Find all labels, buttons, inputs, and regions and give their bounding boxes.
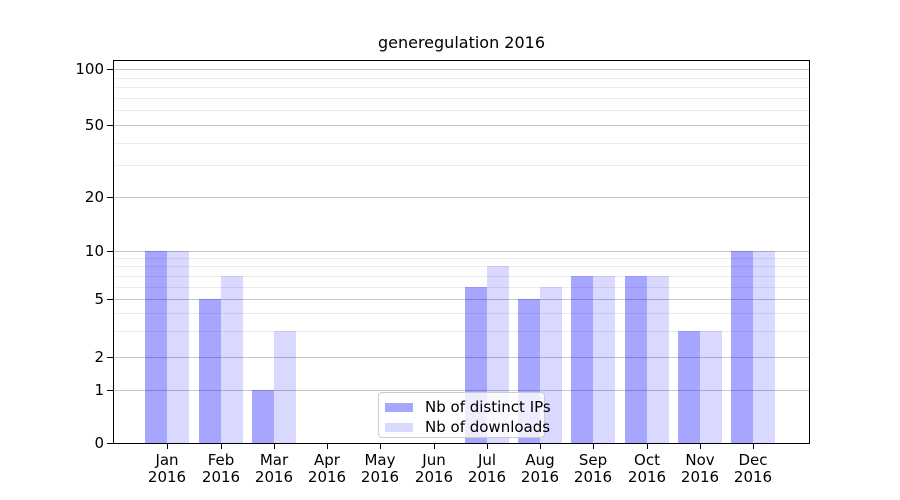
- x-tick-mark-jun: [434, 444, 435, 449]
- bar-nb-of-downloads-oct: [647, 276, 669, 443]
- y-tick-mark-20: [107, 197, 113, 198]
- legend-item-downloads: Nb of downloads: [385, 417, 550, 437]
- gridline-minor-6: [114, 287, 809, 288]
- y-tick-mark-10: [107, 251, 113, 252]
- gridline-minor-9: [114, 258, 809, 259]
- gridline-major-1: [114, 390, 809, 391]
- gridline-minor-8: [114, 266, 809, 267]
- bar-nb-of-downloads-aug: [540, 287, 562, 443]
- x-tick-mark-jan: [167, 444, 168, 449]
- gridline-minor-90: [114, 78, 809, 79]
- bar-nb-of-distinct-ips-feb: [199, 299, 221, 443]
- bar-nb-of-distinct-ips-dec: [731, 251, 753, 443]
- y-tick-mark-0: [107, 443, 113, 444]
- y-tick-label-5: 5: [94, 290, 104, 309]
- bar-nb-of-downloads-mar: [274, 331, 296, 443]
- bar-nb-of-downloads-sep: [593, 276, 615, 443]
- x-tick-mark-nov: [700, 444, 701, 449]
- y-tick-label-100: 100: [75, 60, 104, 79]
- x-tick-label-jul: Jul 2016: [467, 451, 507, 486]
- x-tick-mark-aug: [540, 444, 541, 449]
- bar-nb-of-distinct-ips-mar: [252, 390, 274, 443]
- y-tick-label-1: 1: [94, 381, 104, 399]
- gridline-minor-40: [114, 143, 809, 144]
- x-tick-mark-apr: [327, 444, 328, 449]
- y-tick-mark-1: [107, 390, 113, 391]
- gridline-major-100: [114, 69, 809, 70]
- x-tick-label-jun: Jun 2016: [414, 451, 454, 486]
- y-tick-label-20: 20: [84, 188, 104, 206]
- gridline-minor-30: [114, 165, 809, 166]
- y-tick-mark-5: [107, 299, 113, 300]
- x-tick-label-apr: Apr 2016: [307, 451, 347, 486]
- bar-nb-of-distinct-ips-nov: [678, 331, 700, 443]
- legend: Nb of distinct IPs Nb of downloads: [378, 392, 551, 438]
- gridline-major-20: [114, 197, 809, 198]
- chart-title: generegulation 2016: [377, 33, 546, 52]
- legend-swatch-downloads: [385, 422, 413, 432]
- legend-swatch-distinct-ips: [385, 402, 413, 412]
- gridline-major-50: [114, 125, 809, 126]
- gridline-minor-80: [114, 87, 809, 88]
- legend-label-downloads: Nb of downloads: [425, 418, 551, 436]
- gridline-major-5: [114, 299, 809, 300]
- gridline-minor-3: [114, 331, 809, 332]
- y-tick-label-10: 10: [84, 241, 104, 260]
- x-tick-label-may: May 2016: [360, 451, 400, 486]
- bar-nb-of-downloads-dec: [753, 251, 775, 443]
- x-tick-label-nov: Nov 2016: [680, 451, 720, 486]
- bar-nb-of-downloads-nov: [700, 331, 722, 443]
- x-tick-label-sep: Sep 2016: [573, 451, 613, 486]
- x-tick-label-aug: Aug 2016: [520, 451, 560, 486]
- x-tick-mark-mar: [274, 444, 275, 449]
- x-tick-label-jan: Jan 2016: [147, 451, 187, 486]
- y-tick-label-2: 2: [94, 347, 104, 366]
- legend-item-distinct-ips: Nb of distinct IPs: [385, 397, 551, 417]
- gridline-minor-60: [114, 110, 809, 111]
- x-tick-mark-sep: [593, 444, 594, 449]
- x-tick-mark-feb: [221, 444, 222, 449]
- x-tick-label-mar: Mar 2016: [254, 451, 294, 486]
- x-tick-mark-may: [380, 444, 381, 449]
- gridline-minor-70: [114, 98, 809, 99]
- gridline-major-2: [114, 357, 809, 358]
- y-tick-mark-100: [107, 69, 113, 70]
- bar-nb-of-distinct-ips-jan: [145, 251, 167, 443]
- gridline-minor-4: [114, 313, 809, 314]
- y-tick-label-0: 0: [94, 434, 104, 452]
- x-tick-label-dec: Dec 2016: [733, 451, 773, 486]
- bar-nb-of-downloads-jan: [167, 251, 189, 443]
- bar-nb-of-distinct-ips-oct: [625, 276, 647, 443]
- x-tick-mark-dec: [753, 444, 754, 449]
- x-tick-label-feb: Feb 2016: [201, 451, 241, 486]
- bar-nb-of-downloads-feb: [221, 276, 243, 443]
- gridline-major-10: [114, 251, 809, 252]
- x-tick-mark-oct: [647, 444, 648, 449]
- x-tick-mark-jul: [487, 444, 488, 449]
- x-tick-label-oct: Oct 2016: [627, 451, 667, 486]
- y-tick-mark-50: [107, 125, 113, 126]
- y-tick-mark-2: [107, 357, 113, 358]
- legend-label-distinct-ips: Nb of distinct IPs: [425, 398, 551, 416]
- plot-area: Nb of distinct IPs Nb of downloads: [113, 60, 810, 444]
- bar-nb-of-distinct-ips-sep: [571, 276, 593, 443]
- y-tick-label-50: 50: [84, 116, 104, 134]
- gridline-minor-7: [114, 276, 809, 277]
